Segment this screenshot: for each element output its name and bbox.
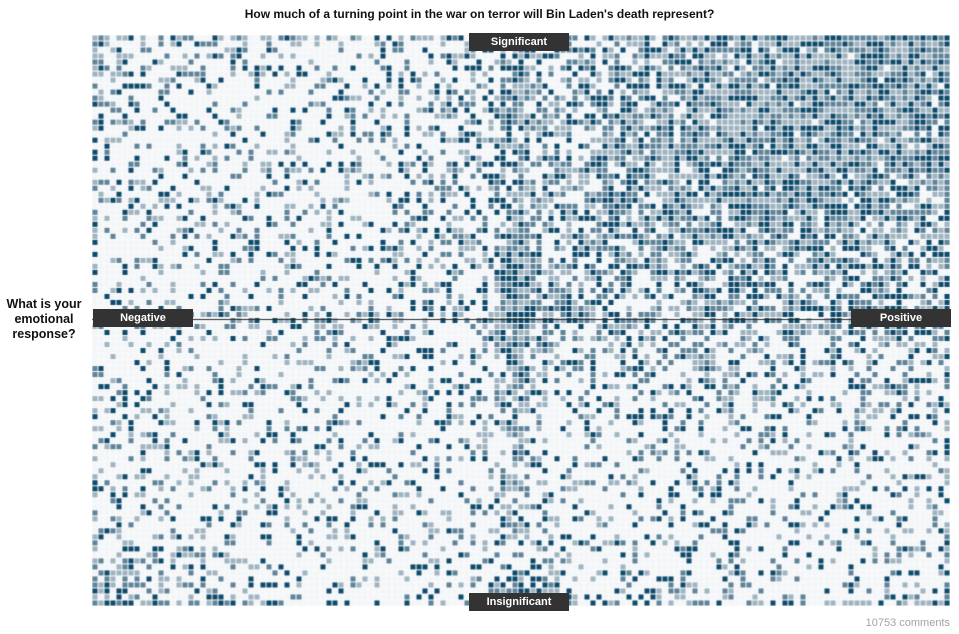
heatmap-canvas[interactable] <box>92 35 950 606</box>
comment-count: 10753 comments <box>865 617 950 629</box>
chart-title: How much of a turning point in the war o… <box>244 7 715 21</box>
axis-tag-negative: Negative <box>93 309 193 327</box>
axis-tag-positive: Positive <box>851 309 951 327</box>
axis-tag-insignificant: Insignificant <box>469 593 569 611</box>
heatmap-grid[interactable] <box>92 35 950 606</box>
axis-tag-significant: Significant <box>469 33 569 51</box>
y-axis-label: What is your emotional response? <box>6 297 82 341</box>
